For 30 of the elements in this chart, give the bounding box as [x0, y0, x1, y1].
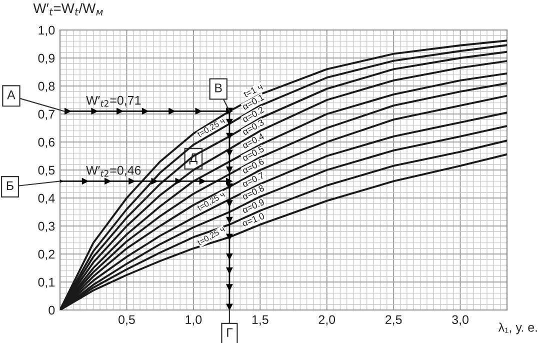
annotation: А — [7, 90, 16, 100]
y-tick-label: 0,4 — [38, 194, 55, 204]
x-axis-title: λ₁, у. е. — [498, 322, 537, 334]
y-tick-label: 0,7 — [38, 110, 55, 120]
x-tick-label: 3,0 — [452, 315, 468, 326]
x-tick-label: 0,5 — [118, 315, 135, 326]
x-tick-label: 2,5 — [386, 315, 402, 326]
text: α=0.7 — [242, 172, 264, 188]
text: α=1.0 — [242, 212, 265, 227]
y-tick-label: 0,1 — [38, 278, 55, 288]
annotation: W′$_{t2}$=0,46 — [86, 166, 141, 177]
text: α=0.8 — [242, 184, 265, 200]
text: α=0.6 — [242, 158, 264, 174]
y-axis-title: W′$_{t}$=W$_{t}$/W$_{м}$ — [33, 2, 103, 16]
y-tick-label: 0,6 — [38, 138, 55, 148]
y-tick-label: 1,0 — [38, 26, 55, 36]
annotation: Б — [6, 181, 14, 190]
text: α=0.9 — [242, 198, 265, 214]
x-tick-label: 1,0 — [186, 315, 202, 326]
y-tick-label: 0,3 — [38, 222, 55, 232]
x-tick-label: 2,0 — [318, 315, 336, 326]
annotation: В — [215, 84, 222, 92]
y-tick-label: 0,9 — [38, 54, 55, 64]
y-tick-label: 0 — [48, 306, 55, 315]
y-tick-label: 0,8 — [38, 82, 55, 92]
x-tick-label: 1,5 — [252, 315, 268, 326]
y-tick-label: 0,2 — [38, 250, 55, 260]
y-tick-label: 0,5 — [38, 166, 55, 176]
annotation: Г — [227, 328, 233, 337]
annotation: W′$_{t2}$=0,71 — [86, 96, 141, 107]
